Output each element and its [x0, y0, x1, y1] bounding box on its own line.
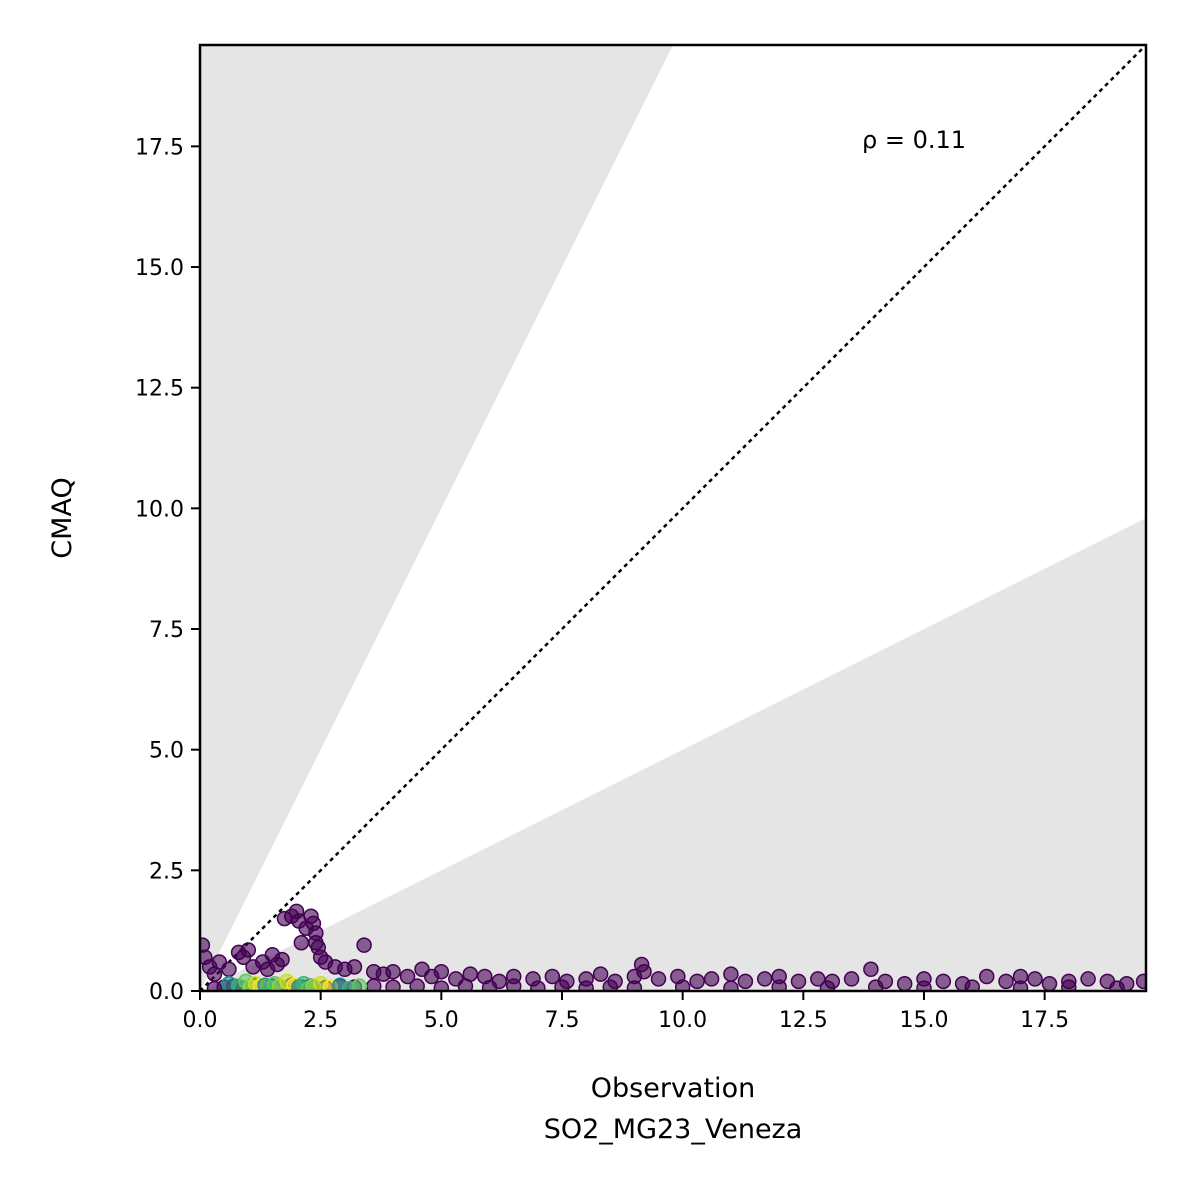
data-point-103: [554, 979, 570, 991]
data-point-19: [293, 934, 310, 951]
data-point-30: [346, 959, 363, 975]
data-point-14: [274, 951, 290, 968]
data-point-64: [843, 971, 860, 987]
data-point-106: [626, 980, 643, 991]
x-tick-label-1: 2.5: [303, 1008, 338, 1033]
data-point-56: [703, 971, 720, 987]
data-point-69: [935, 973, 952, 990]
y-tick-label-1: 2.5: [149, 859, 184, 884]
data-point-111: [867, 979, 884, 991]
x-tick-label-4: 10.0: [658, 1008, 707, 1033]
x-tick-label-3: 7.5: [544, 1008, 579, 1033]
data-point-109: [771, 979, 787, 991]
data-point-58: [737, 973, 754, 990]
data-point-71: [978, 968, 995, 985]
data-point-105: [602, 979, 619, 991]
data-point-96: [385, 979, 401, 991]
y-axis-label: CMAQ: [47, 477, 78, 558]
data-point-112: [916, 980, 932, 991]
data-point-48: [592, 966, 609, 982]
y-tick-label-6: 15.0: [135, 256, 184, 281]
data-point-57: [723, 966, 739, 982]
data-point-59: [756, 971, 773, 987]
data-point-34: [385, 963, 401, 980]
data-point-45: [544, 968, 561, 985]
upper-factor-band: [200, 45, 673, 991]
data-point-38: [433, 963, 450, 980]
x-tick-label-0: 0.0: [183, 1008, 218, 1033]
y-tick-label-3: 7.5: [149, 618, 184, 643]
plot-frame: [198, 43, 1148, 993]
lower-factor-band: [200, 518, 1146, 991]
x-tick-label-2: 5.0: [424, 1008, 459, 1033]
data-point-62: [810, 971, 826, 987]
data-point-80: [1135, 973, 1146, 990]
data-point-97: [409, 978, 425, 991]
data-point-53: [650, 971, 667, 987]
data-point-74: [1027, 971, 1043, 987]
data-point-35: [399, 968, 416, 985]
data-point-75: [1041, 976, 1058, 991]
data-point-65: [863, 961, 879, 978]
correlation-annotation: ρ = 0.11: [862, 126, 966, 154]
data-point-100: [481, 979, 498, 991]
data-point-110: [819, 980, 836, 991]
x-axis-sublabel: SO2_MG23_Veneza: [544, 1114, 803, 1145]
data-points: [200, 903, 1146, 991]
x-axis-ticks: 0.0 2.5 5.0 7.5 10.0 12.5 15.0 17.5: [183, 991, 1069, 1033]
data-point-55: [689, 973, 705, 990]
data-point-99: [457, 978, 474, 991]
x-tick-label-6: 15.0: [899, 1008, 948, 1033]
identity-line: [200, 45, 1146, 991]
data-point-5: [221, 961, 237, 978]
data-point-108: [723, 980, 739, 991]
data-point-101: [505, 978, 522, 991]
data-point-102: [530, 980, 546, 991]
x-axis-label: Observation: [591, 1073, 755, 1104]
data-point-114: [1012, 980, 1029, 991]
data-point-113: [964, 979, 980, 991]
data-point-116: [1109, 980, 1125, 991]
plot-area: [200, 45, 1146, 991]
x-tick-label-5: 12.5: [779, 1008, 828, 1033]
y-tick-label-4: 10.0: [135, 497, 184, 522]
data-point-52: [636, 963, 652, 980]
data-point-98: [433, 980, 450, 991]
dense-point-20: [351, 978, 368, 991]
y-tick-label-2: 5.0: [149, 739, 184, 764]
y-tick-label-5: 12.5: [135, 377, 184, 402]
data-point-107: [674, 979, 691, 991]
y-axis-ticks: 0.0 2.5 5.0 7.5 10.0 12.5 15.0 17.5: [135, 135, 200, 1005]
data-point-61: [790, 973, 807, 990]
data-point-67: [896, 976, 913, 991]
y-tick-label-7: 17.5: [135, 135, 184, 160]
data-point-31: [356, 937, 372, 953]
data-point-115: [1061, 979, 1077, 991]
data-point-104: [578, 980, 594, 991]
data-point-77: [1080, 971, 1096, 987]
y-tick-label-0: 0.0: [149, 980, 184, 1005]
x-tick-label-7: 17.5: [1020, 1008, 1069, 1033]
data-point-8: [240, 942, 257, 958]
data-point-72: [998, 973, 1014, 990]
